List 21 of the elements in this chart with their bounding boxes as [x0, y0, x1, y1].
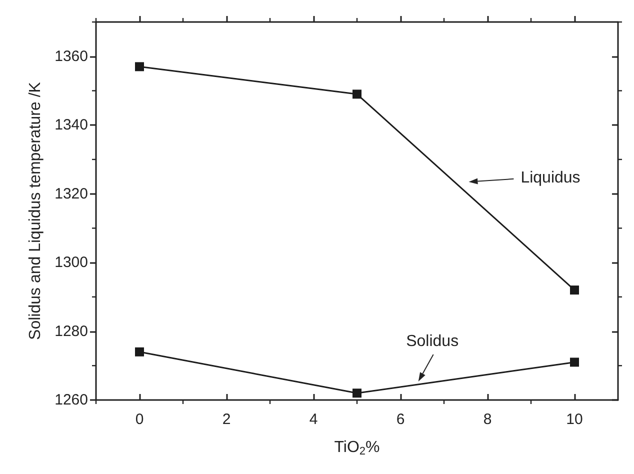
y-tick-label: 1280: [54, 322, 88, 340]
y-tick-label: 1340: [54, 116, 88, 134]
y-tick-label: 1360: [54, 48, 88, 65]
point: [570, 286, 579, 295]
y-tick-label: 1300: [54, 254, 88, 272]
y-axis-title: Solidus and Liquidus temperature /K: [27, 82, 44, 340]
point: [570, 358, 579, 367]
annotation: Solidus: [406, 332, 459, 350]
x-tick-label: 8: [483, 411, 492, 428]
x-tick-label: 10: [566, 411, 583, 428]
point: [135, 347, 144, 356]
annotation: Liquidus: [520, 169, 580, 186]
y-tick-label: 1260: [54, 392, 88, 408]
point: [352, 90, 362, 99]
x-tick-label: 2: [222, 411, 231, 428]
point: [135, 62, 144, 72]
y-tick-label: 1320: [54, 185, 88, 202]
x-tick-label: 6: [396, 411, 405, 428]
point: [352, 388, 362, 398]
x-tick-label: 0: [135, 411, 144, 428]
x-tick-label: 4: [309, 411, 318, 428]
